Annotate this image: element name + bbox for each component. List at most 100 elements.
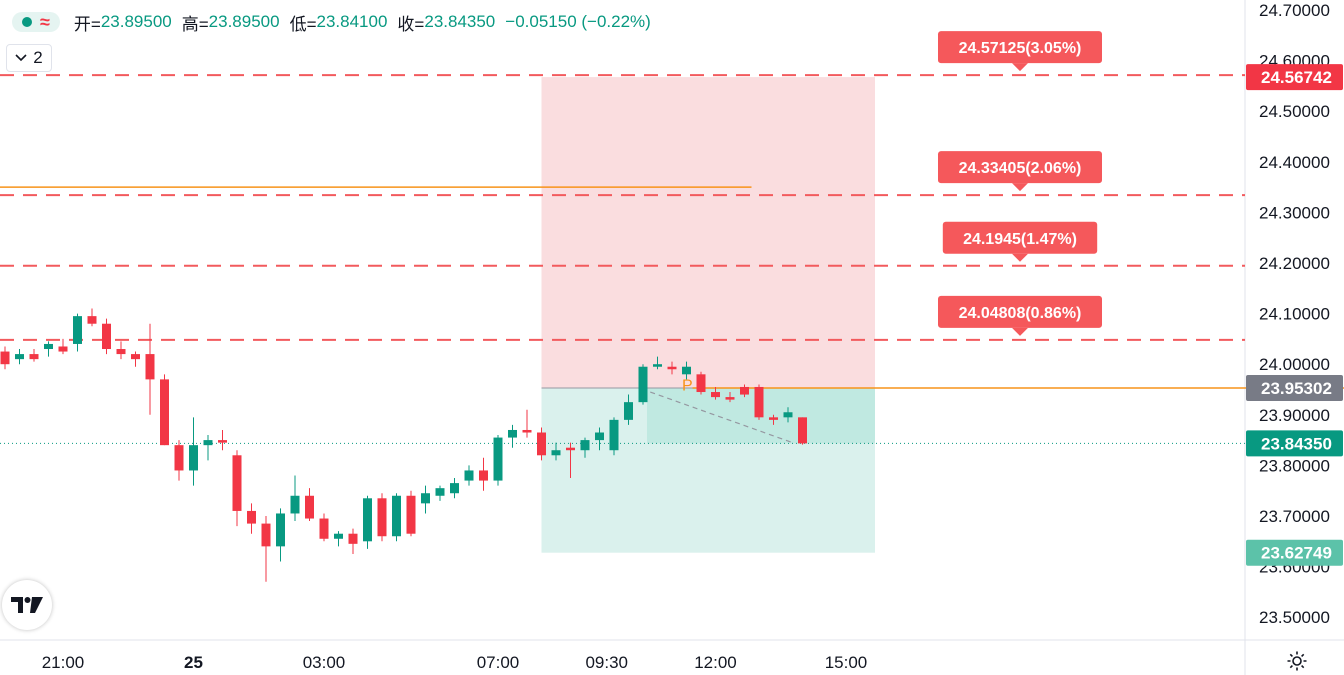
low-label: 低= bbox=[289, 14, 317, 34]
high-label: 高= bbox=[181, 14, 209, 34]
candle-body bbox=[305, 495, 314, 519]
candle-body bbox=[740, 386, 749, 395]
candle-body bbox=[261, 523, 271, 547]
candle-body bbox=[160, 379, 169, 446]
x-tick-label: 15:00 bbox=[825, 653, 868, 672]
candle-body bbox=[537, 432, 546, 456]
open-label: 开= bbox=[73, 14, 101, 34]
close-label: 收= bbox=[397, 14, 425, 34]
y-tick-label: 24.00000 bbox=[1259, 355, 1330, 374]
candle-body bbox=[218, 440, 227, 443]
price-badge-text: 23.62749 bbox=[1261, 544, 1332, 563]
x-tick-label: 12:00 bbox=[694, 653, 737, 672]
indicator-collapse-button[interactable]: 2 bbox=[6, 44, 52, 72]
gear-icon bbox=[1287, 651, 1307, 671]
y-tick-label: 24.50000 bbox=[1259, 102, 1330, 121]
candle-body bbox=[276, 513, 285, 547]
candle-body bbox=[290, 495, 300, 514]
low-value: 23.84100 bbox=[316, 12, 388, 31]
take-profit-label-arrow bbox=[1012, 63, 1028, 72]
candle-body bbox=[73, 316, 82, 344]
y-tick-label: 24.20000 bbox=[1259, 254, 1330, 273]
take-profit-label-bg bbox=[942, 221, 1098, 254]
candle-body bbox=[595, 432, 604, 441]
candle-body bbox=[334, 533, 343, 539]
y-tick-label: 24.70000 bbox=[1259, 1, 1330, 20]
take-profit-label-text: 24.33405(2.06%) bbox=[959, 160, 1082, 177]
close-value: 23.84350 bbox=[424, 12, 496, 31]
x-tick-label: 09:30 bbox=[585, 653, 628, 672]
take-profit-label-bg bbox=[938, 31, 1102, 64]
candle-body bbox=[638, 366, 648, 403]
take-profit-label: 24.57125(3.05%) bbox=[938, 31, 1102, 72]
candle-body bbox=[450, 483, 459, 494]
candle-body bbox=[551, 450, 561, 456]
y-tick-label: 24.40000 bbox=[1259, 153, 1330, 172]
candle-body bbox=[711, 392, 720, 398]
take-profit-label: 24.04808(0.86%) bbox=[938, 295, 1102, 336]
price-badge-bg bbox=[1246, 539, 1343, 566]
candle-body bbox=[508, 429, 517, 438]
take-profit-label: 24.1945(1.47%) bbox=[942, 221, 1098, 262]
candle-body bbox=[566, 447, 575, 451]
y-tick-label: 23.50000 bbox=[1259, 608, 1330, 627]
y-tick-label: 23.70000 bbox=[1259, 507, 1330, 526]
take-profit-label-bg bbox=[938, 151, 1102, 184]
candle-body bbox=[15, 354, 24, 360]
candle-body bbox=[769, 417, 778, 420]
p-marker: P bbox=[682, 377, 693, 394]
take-profit-label-text: 24.57125(3.05%) bbox=[959, 40, 1082, 57]
take-profit-label-text: 24.04808(0.86%) bbox=[959, 305, 1082, 322]
candle-body bbox=[319, 518, 329, 539]
candle-body bbox=[580, 440, 590, 451]
candle-body bbox=[696, 374, 706, 393]
candle-body bbox=[435, 488, 445, 496]
candle-body bbox=[464, 470, 474, 481]
candle-body bbox=[754, 386, 764, 418]
take-profit-label-arrow bbox=[1012, 253, 1028, 262]
candle-body bbox=[421, 493, 430, 504]
change-value: −0.05150 (−0.22%) bbox=[505, 12, 651, 31]
status-pill[interactable]: ≈ bbox=[12, 12, 60, 32]
wave-icon: ≈ bbox=[40, 12, 50, 32]
candle-body bbox=[479, 470, 488, 481]
price-badge-text: 23.95302 bbox=[1261, 379, 1332, 398]
high-value: 23.89500 bbox=[208, 12, 280, 31]
candle-body bbox=[624, 402, 633, 420]
indicator-count: 2 bbox=[33, 48, 43, 67]
candle-body bbox=[348, 533, 358, 544]
x-tick-label: 07:00 bbox=[477, 653, 520, 672]
tradingview-logo[interactable] bbox=[2, 580, 52, 630]
candle-body bbox=[609, 419, 619, 451]
candle-body bbox=[87, 316, 97, 324]
price-badge-bg bbox=[1246, 374, 1343, 401]
x-tick-label: 25 bbox=[184, 653, 203, 672]
y-tick-label: 23.80000 bbox=[1259, 456, 1330, 475]
dashed-trendline bbox=[650, 391, 793, 444]
take-profit-label: 24.33405(2.06%) bbox=[938, 151, 1102, 192]
chevron-down-icon bbox=[15, 54, 27, 62]
candle-body bbox=[406, 495, 416, 534]
settings-gear-icon[interactable] bbox=[1284, 648, 1310, 674]
open-value: 23.89500 bbox=[100, 12, 172, 31]
candle-body bbox=[189, 445, 198, 471]
status-dot-icon bbox=[22, 17, 32, 27]
candle-body bbox=[29, 354, 39, 360]
y-tick-label: 23.90000 bbox=[1259, 406, 1330, 425]
candle-body bbox=[0, 351, 10, 365]
candle-body bbox=[522, 429, 532, 433]
price-badge-text: 23.84350 bbox=[1261, 434, 1332, 453]
candle-body bbox=[102, 323, 111, 350]
price-badge-text: 24.56742 bbox=[1261, 68, 1332, 87]
price-badge-bg bbox=[1246, 64, 1343, 91]
profit-zone bbox=[541, 77, 875, 388]
candle-body bbox=[392, 495, 401, 537]
take-profit-label-text: 24.1945(1.47%) bbox=[963, 231, 1077, 248]
candle-body bbox=[203, 440, 213, 446]
candle-body bbox=[667, 366, 677, 370]
candle-body bbox=[44, 343, 53, 350]
candle-body bbox=[131, 354, 140, 360]
candle-body bbox=[247, 510, 256, 524]
candle-body bbox=[174, 445, 184, 471]
